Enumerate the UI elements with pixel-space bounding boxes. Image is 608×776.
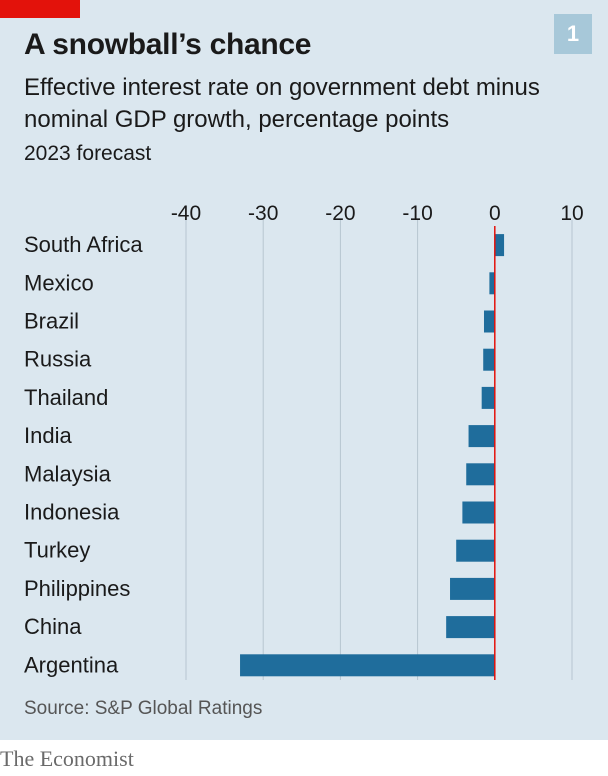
bar <box>240 654 495 677</box>
bar <box>494 234 505 257</box>
bar <box>483 310 495 333</box>
x-tick-label: -20 <box>325 202 355 225</box>
x-tick-label: -40 <box>171 202 201 225</box>
chart-number-badge: 1 <box>554 14 592 54</box>
category-label: South Africa <box>24 232 143 257</box>
chart-title: A snowball’s chance <box>24 28 312 61</box>
bar <box>468 425 495 448</box>
bar <box>466 463 495 486</box>
category-label: Brazil <box>24 309 79 334</box>
bar-chart: -40 -30 -20 -10 0 10 South Africa Mexico Brazil R… <box>24 202 584 680</box>
x-tick-label: 10 <box>560 202 583 225</box>
x-tick-label: -10 <box>402 202 432 225</box>
category-label: Philippines <box>24 576 130 601</box>
category-label: Indonesia <box>24 500 120 525</box>
bar <box>483 348 495 371</box>
category-label: India <box>24 423 72 448</box>
x-tick-label: 0 <box>489 202 501 225</box>
chart-subsubtitle: 2023 forecast <box>24 142 152 165</box>
category-label: Mexico <box>24 270 94 295</box>
category-label: Thailand <box>24 385 108 410</box>
category-label: Malaysia <box>24 461 112 486</box>
brand-logo: The Economist <box>0 746 134 771</box>
bar <box>462 501 495 524</box>
source-note: Source: S&P Global Ratings <box>24 698 263 719</box>
bar <box>481 386 495 409</box>
category-label: Argentina <box>24 652 119 677</box>
bar <box>450 577 495 600</box>
bar <box>446 616 495 639</box>
brand-tag <box>0 0 80 18</box>
x-tick-label: -30 <box>248 202 278 225</box>
category-label: Turkey <box>24 538 90 563</box>
bar <box>489 272 495 295</box>
category-label: China <box>24 614 82 639</box>
bar <box>456 539 495 562</box>
footer: The Economist <box>0 740 608 776</box>
category-label: Russia <box>24 347 92 372</box>
chart-subtitle: Effective interest rate on government de… <box>24 74 540 133</box>
